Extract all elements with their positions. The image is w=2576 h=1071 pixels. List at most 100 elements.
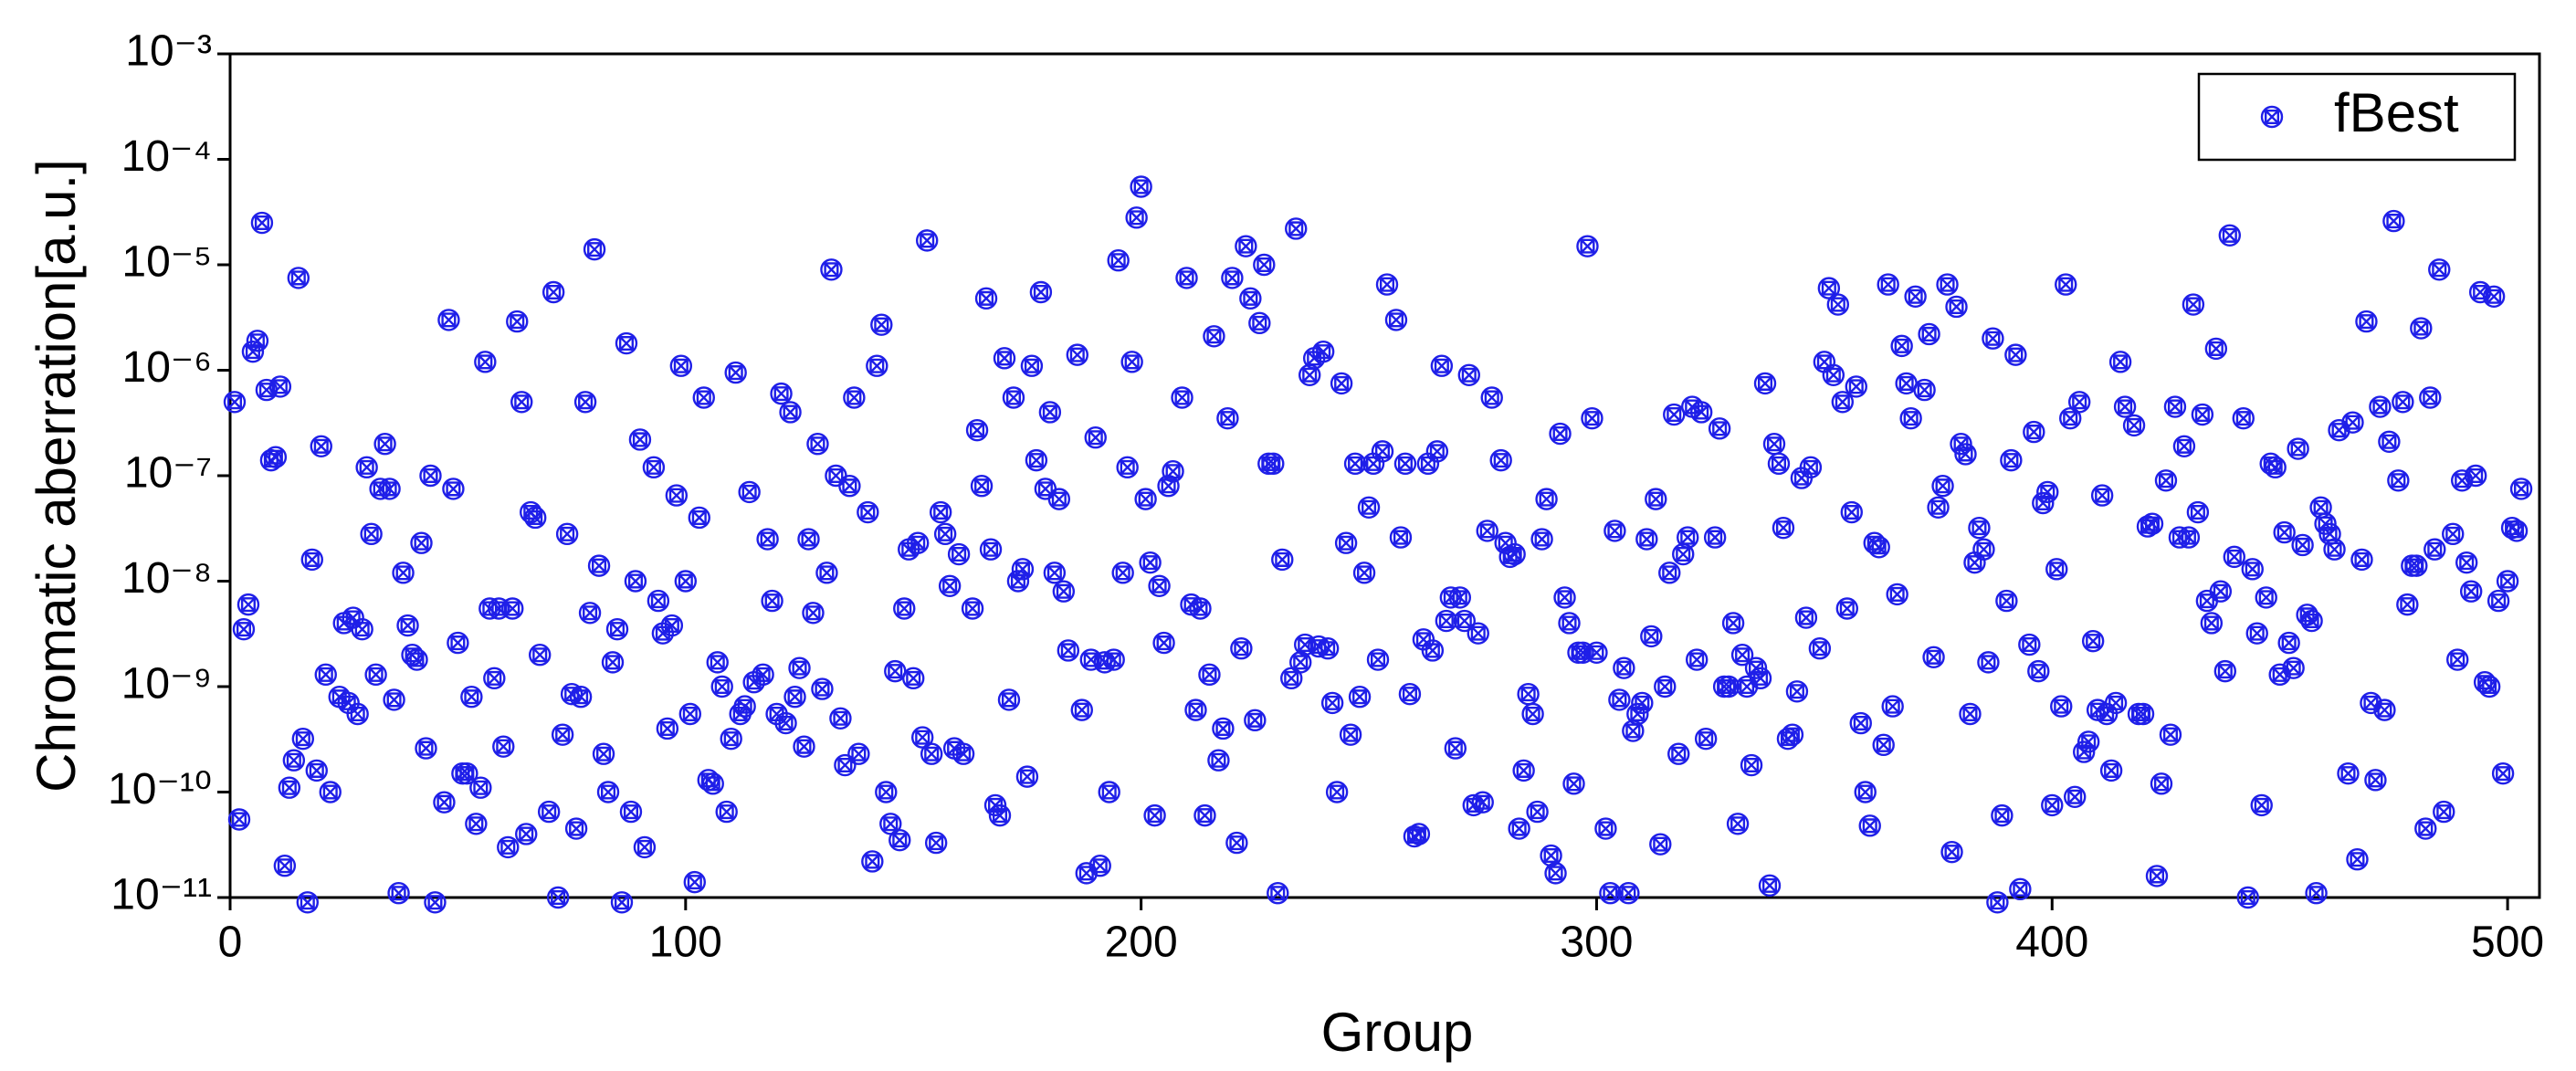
data-point (847, 742, 870, 765)
data-point (1503, 542, 1526, 566)
data-point (1977, 651, 2000, 674)
data-point (592, 742, 615, 765)
data-point (1212, 717, 1235, 740)
data-point (779, 401, 802, 424)
data-point (1289, 651, 1312, 674)
data-point (2064, 785, 2087, 808)
data-point (469, 776, 492, 799)
data-point (2424, 538, 2446, 561)
data-point (1316, 637, 1340, 660)
data-point (1216, 407, 1239, 430)
data-point (2050, 695, 2073, 718)
data-point (1689, 401, 1713, 424)
data-point (442, 478, 465, 500)
data-point (974, 287, 998, 310)
data-point (1002, 386, 1025, 409)
data-point (296, 891, 319, 914)
data-point (2055, 273, 2077, 296)
data-point (1677, 526, 1699, 549)
data-point (729, 702, 752, 726)
data-point (1740, 753, 1763, 777)
data-point (2077, 730, 2100, 753)
data-point (1762, 433, 1786, 456)
data-point (1959, 702, 1982, 726)
data-point (1526, 800, 1549, 824)
data-point (1658, 562, 1681, 584)
data-point (555, 522, 579, 545)
data-point (1357, 496, 1381, 519)
y-tick-label: 10⁻¹¹ (110, 871, 212, 919)
data-point (2364, 769, 2387, 792)
data-point (1038, 401, 1062, 424)
data-point (2428, 258, 2451, 281)
data-point (2140, 512, 2164, 535)
x-tick-label: 300 (1560, 919, 1633, 967)
data-point (2213, 660, 2237, 683)
data-point (2419, 386, 2442, 409)
data-point (947, 542, 971, 566)
y-axis-title: Chromatic aberration[a.u.] (26, 159, 87, 793)
legend-box (2197, 72, 2517, 162)
data-point (392, 562, 415, 584)
data-point (788, 656, 811, 679)
data-point (2154, 469, 2178, 492)
data-point (870, 313, 893, 336)
data-point (2236, 886, 2259, 909)
data-point (1339, 723, 1362, 746)
data-point (1608, 688, 1631, 711)
data-point (1963, 551, 1986, 574)
data-point (1020, 354, 1044, 377)
data-point (1175, 267, 1198, 289)
data-point (1991, 804, 2013, 827)
data-point (888, 829, 911, 852)
data-point (2245, 622, 2268, 645)
data-point (2191, 403, 2214, 426)
data-point (2264, 456, 2287, 478)
data-point (474, 351, 497, 373)
data-point (1467, 622, 1489, 645)
data-point (1721, 612, 1745, 635)
data-point (1143, 804, 1166, 827)
data-point (1995, 589, 2018, 613)
data-point (2369, 395, 2392, 418)
data-point (793, 735, 815, 758)
data-point (264, 446, 288, 468)
data-point (665, 484, 689, 507)
data-point (1631, 691, 1654, 715)
data-point (1253, 253, 1276, 277)
data-point (961, 597, 984, 620)
data-point (2300, 609, 2323, 633)
data-point (1845, 375, 1867, 398)
data-point (2250, 793, 2273, 817)
data-point (1717, 675, 1740, 698)
data-point (1826, 293, 1850, 316)
data-point (1102, 648, 1125, 671)
data-point (938, 574, 962, 597)
data-point (373, 433, 396, 456)
data-point (1248, 311, 1271, 334)
data-point (2346, 848, 2369, 871)
data-point (820, 258, 843, 281)
data-point (1854, 781, 1877, 803)
data-point (1940, 841, 1963, 864)
data-point (1785, 680, 1809, 703)
data-point (1494, 531, 1517, 554)
data-point (1540, 844, 1562, 867)
data-point (706, 651, 729, 674)
data-point (761, 589, 783, 613)
x-tick-label: 100 (649, 919, 722, 967)
data-point (483, 667, 506, 689)
data-point (460, 686, 483, 709)
data-point (1193, 804, 1216, 827)
data-point (2314, 512, 2337, 535)
data-point (437, 309, 460, 331)
data-point (1384, 309, 1408, 331)
data-point (1425, 440, 1449, 463)
data-point (1047, 488, 1071, 510)
data-point (433, 791, 456, 814)
data-point (541, 280, 565, 304)
data-point (1025, 449, 1048, 472)
data-point (2036, 480, 2059, 504)
data-point (1343, 452, 1367, 475)
data-point (1066, 343, 1089, 366)
